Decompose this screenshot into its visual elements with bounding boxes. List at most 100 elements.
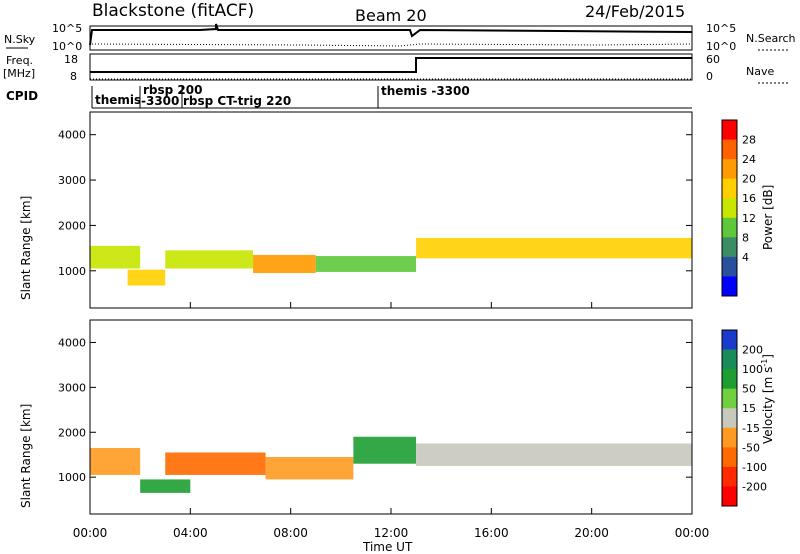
beam-title: Beam 20	[355, 6, 427, 25]
power-colorbar-swatch-6	[722, 217, 737, 238]
power-band-1	[90, 245, 141, 269]
power-panel-bg	[90, 112, 692, 308]
velocity-colorbar-swatch-4	[722, 388, 737, 409]
power-colorbar-swatch-5	[722, 198, 737, 219]
power-colorbar-tick-7: 4	[742, 251, 749, 264]
power-colorbar: 28 24 20 16 12 8 4 Power [dB]	[721, 119, 775, 297]
xtick-label-5: 16:00	[474, 526, 509, 540]
power-ytick-label-3: 3000	[58, 174, 86, 187]
nsky-left-tick-bottom: 10^0	[52, 40, 82, 53]
velocity-colorbar-tick-8: -200	[742, 480, 767, 493]
velocity-colorbar-label-exp: -1	[760, 359, 769, 367]
power-colorbar-label: Power [dB]	[761, 185, 775, 250]
velocity-ylabel: Slant Range [km]	[19, 404, 33, 508]
power-colorbar-swatch-4	[722, 178, 737, 199]
nsky-right-tick-bottom: 10^0	[706, 40, 736, 53]
freq-left-tick-top: 18	[64, 53, 78, 66]
velocity-colorbar-label-main: Velocity [m s	[761, 367, 775, 444]
freq-right-tick-bottom: 0	[706, 70, 713, 83]
freq-frame	[89, 53, 693, 81]
power-ytick-label-2: 2000	[58, 219, 86, 232]
velocity-colorbar-tick-7: -100	[742, 461, 767, 474]
velocity-colorbar: 200 100 50 15 -15 -50 -100 -200 Velocity [m s-1…	[721, 329, 775, 507]
nsearch-line	[91, 43, 693, 47]
velocity-colorbar-tick-2: 100	[742, 363, 763, 376]
power-ylabel: Slant Range [km]	[19, 196, 33, 300]
xtick-label-7: 00:00	[675, 526, 710, 540]
power-colorbar-frame	[721, 119, 738, 297]
power-band-6	[416, 237, 692, 259]
velocity-colorbar-swatch-6	[722, 427, 737, 448]
nsearch-label: N.Search	[746, 32, 796, 45]
freq-right-tick-top: 60	[706, 53, 720, 66]
nsky-line	[89, 23, 693, 46]
velocity-band-4	[265, 456, 354, 480]
velocity-colorbar-tick-3: 50	[742, 383, 756, 396]
power-band-5	[315, 256, 417, 272]
date-title: 24/Feb/2015	[585, 2, 685, 21]
cpid-program-3: -3300	[141, 94, 179, 108]
power-ytick-label-4: 4000	[58, 129, 86, 142]
freq-panel: Freq. [MHz] 18 8 60 0 Nave	[3, 53, 790, 84]
xtick-label-4: 12:00	[374, 526, 409, 540]
power-colorbar-swatch-8	[722, 256, 737, 277]
velocity-band-1	[90, 447, 141, 475]
power-colorbar-swatch-7	[722, 237, 737, 258]
power-colorbar-tick-5: 12	[742, 212, 756, 225]
nsky-left-tick-top: 10^5	[52, 22, 82, 35]
velocity-ytick-label-1: 1000	[58, 471, 86, 484]
xtick-label-3: 08:00	[273, 526, 308, 540]
freq-label: Freq.	[6, 54, 33, 67]
power-colorbar-tick-6: 8	[742, 231, 749, 244]
velocity-colorbar-tick-5: -15	[742, 422, 760, 435]
xtick-label-1: 00:00	[73, 526, 108, 540]
power-ytick-label-1: 1000	[58, 265, 86, 278]
velocity-band-5	[353, 436, 417, 464]
xtick-label-2: 04:00	[173, 526, 208, 540]
power-colorbar-tick-4: 16	[742, 192, 756, 205]
power-panel: 1000 2000 3000 4000 Slant Range [km]	[19, 111, 693, 309]
xtick-label-6: 20:00	[574, 526, 609, 540]
velocity-band-6	[416, 443, 692, 466]
velocity-band-2	[140, 479, 191, 493]
power-colorbar-swatch-3	[722, 159, 737, 180]
velocity-ytick-label-4: 4000	[58, 336, 86, 349]
cpid-label: CPID	[6, 89, 38, 103]
velocity-colorbar-swatch-7	[722, 447, 737, 468]
power-colorbar-tick-1: 28	[742, 134, 756, 147]
power-colorbar-swatch-9	[722, 276, 737, 297]
cpid-program-1: themis	[95, 93, 141, 107]
freq-line	[90, 57, 692, 73]
velocity-colorbar-label: Velocity [m s-1]	[760, 354, 775, 444]
nsky-label: N.Sky	[4, 33, 36, 46]
cpid-program-5: themis -3300	[381, 84, 470, 98]
velocity-ytick-label-3: 3000	[58, 381, 86, 394]
velocity-colorbar-swatch-9	[722, 486, 737, 507]
velocity-colorbar-tick-1: 200	[742, 344, 763, 357]
nsky-right-tick-top: 10^5	[706, 22, 736, 35]
freq-left-tick-bottom: 8	[70, 70, 77, 83]
velocity-band-3	[165, 452, 266, 475]
velocity-panel: 1000 2000 3000 4000 Slant Range [km]	[19, 319, 693, 515]
x-axis-label: Time UT	[362, 540, 413, 554]
cpid-program-2: rbsp 200	[143, 83, 202, 97]
power-colorbar-swatch-2	[722, 139, 737, 160]
nsky-panel: N.Sky 10^5 10^0 10^5 10^0 N.Search	[4, 22, 796, 53]
cpid-panel: CPID themis rbsp 200 -3300 rbsp CT-trig …	[6, 83, 692, 109]
station-title: Blackstone (fitACF)	[92, 1, 254, 21]
power-colorbar-tick-3: 20	[742, 173, 756, 186]
power-colorbar-tick-2: 24	[742, 153, 756, 166]
power-band-3	[165, 250, 254, 269]
velocity-colorbar-swatch-2	[722, 349, 737, 370]
velocity-colorbar-swatch-3	[722, 369, 737, 390]
velocity-colorbar-swatch-1	[722, 330, 737, 351]
velocity-colorbar-label-end: ]	[761, 354, 775, 359]
power-band-4	[253, 254, 316, 274]
velocity-colorbar-tick-4: 15	[742, 402, 756, 415]
velocity-ytick-label-2: 2000	[58, 426, 86, 439]
power-band-2	[127, 269, 166, 286]
power-colorbar-swatch-1	[722, 120, 737, 141]
nave-label: Nave	[746, 65, 774, 78]
freq-unit-label: [MHz]	[3, 67, 35, 80]
